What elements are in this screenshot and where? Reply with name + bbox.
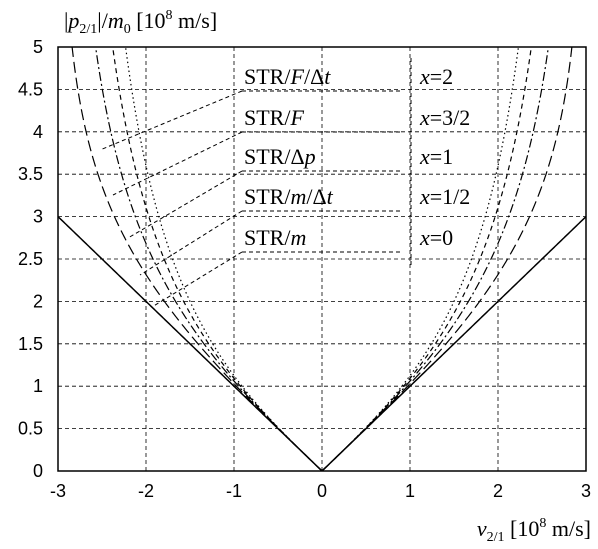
legend-leader: [99, 90, 243, 151]
legend-x-label: x=1: [419, 144, 453, 169]
y-axis-label: |p2/1|/m0 [108 m/s]: [64, 8, 217, 37]
x-tick-label: 3: [581, 481, 591, 501]
ticks: -3 -2 -1 0 1 2 3 0 0.5 1 1.5 2 2.5 3 3.5 4 4.5 5: [18, 37, 591, 501]
x-tick-label: 0: [317, 481, 327, 501]
y-tick-label: 4: [33, 122, 43, 142]
x-tick-label: 2: [493, 481, 503, 501]
series-line: [58, 216, 323, 471]
legend-series-name: STR/m/Δt: [244, 184, 334, 209]
curves: [58, 47, 586, 471]
legend-series-name: STR/Δp: [244, 144, 316, 169]
x-tick-label: -2: [138, 481, 154, 501]
y-tick-label: 2.5: [18, 249, 43, 269]
y-tick-label: 2: [33, 291, 43, 311]
y-tick-label: 0: [33, 461, 43, 481]
series-line: [321, 216, 586, 471]
x-tick-label: -3: [50, 481, 66, 501]
x-tick-label: 1: [405, 481, 415, 501]
y-tick-label: 1: [33, 376, 43, 396]
legend-x-label: x=0: [419, 225, 453, 250]
x-tick-label: -1: [226, 481, 242, 501]
legend-x-label: x=1/2: [419, 184, 470, 209]
y-tick-label: 3: [33, 207, 43, 227]
grid: [58, 47, 586, 471]
series-line: [124, 47, 323, 471]
legend-x-label: x=3/2: [419, 105, 470, 130]
plot-frame: [57, 46, 587, 472]
y-tick-label: 0.5: [18, 419, 43, 439]
legend-leader: [139, 210, 243, 276]
y-tick-label: 3.5: [18, 164, 43, 184]
legend-series-name: STR/F: [244, 105, 304, 130]
legend-series-name: STR/F/Δt: [244, 64, 331, 89]
legend-series-name: STR/m: [244, 225, 306, 250]
y-tick-label: 4.5: [18, 79, 43, 99]
legend-leader: [151, 251, 243, 308]
series-line: [321, 47, 549, 471]
y-tick-label: 1.5: [18, 334, 43, 354]
legend-x-label: x=2: [419, 64, 453, 89]
series-line: [321, 47, 520, 471]
legend: STR/F/Δt x=2 STR/F x=3/2 STR/Δp x=1 STR/m/Δt x=…: [99, 58, 470, 308]
legend-leader: [112, 131, 243, 196]
series-line: [95, 47, 323, 471]
legend-leader: [127, 170, 243, 239]
y-tick-label: 5: [33, 37, 43, 57]
x-axis-label: v2/1 [108 m/s]: [477, 516, 591, 545]
